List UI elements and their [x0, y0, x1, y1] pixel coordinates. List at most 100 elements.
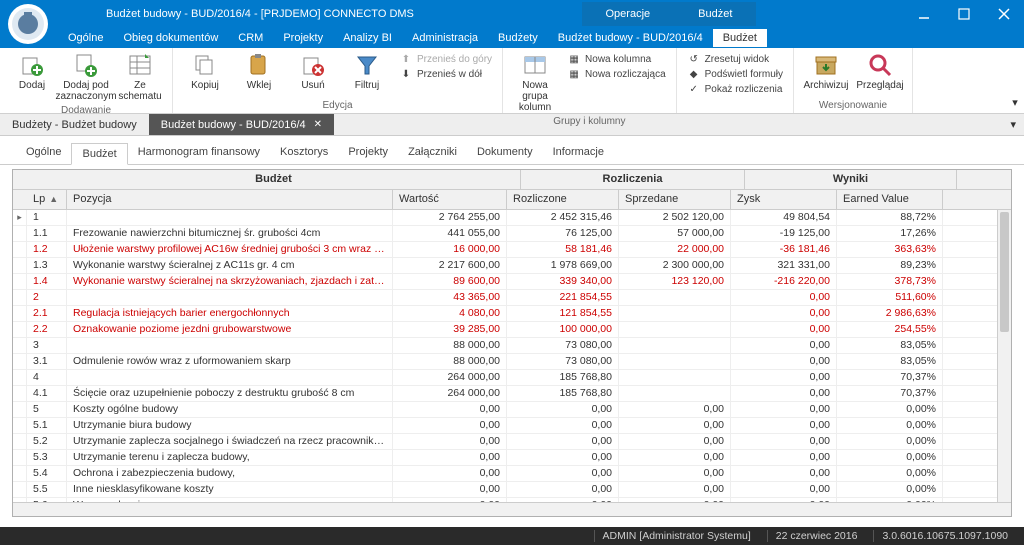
cell-sprz: 0,00 [619, 466, 731, 481]
browse-icon [867, 52, 893, 78]
column-header-ev[interactable]: Earned Value [837, 190, 943, 209]
cell-sprz [619, 354, 731, 369]
table-row[interactable]: 388 000,0073 080,000,0083,05% [13, 338, 997, 354]
menu-item-2[interactable]: CRM [228, 29, 273, 47]
cell-ev: 17,26% [837, 226, 943, 241]
ribbon-move-up-button[interactable]: ⬆Przenieś do góry [399, 52, 492, 66]
cell-lp: 4.1 [27, 386, 67, 401]
status-version: 3.0.6016.10675.1097.1090 [873, 530, 1016, 542]
inner-tab-3[interactable]: Kosztorys [270, 142, 338, 164]
ribbon-add-button[interactable]: Dodaj [6, 50, 58, 93]
cell-poz [67, 338, 393, 353]
ribbon-new-column-button[interactable]: ▦Nowa kolumna [567, 52, 666, 66]
ribbon-paste-button[interactable]: Wklej [233, 50, 285, 93]
menu-bar: OgólneObieg dokumentówCRMProjektyAnalizy… [0, 28, 1024, 48]
menu-item-6[interactable]: Budżety [488, 29, 548, 47]
table-row[interactable]: 2.2Oznakowanie poziome jezdni grubowarst… [13, 322, 997, 338]
inner-tab-1[interactable]: Budżet [71, 143, 127, 165]
ribbon-move-down-button[interactable]: ⬇Przenieś w dół [399, 67, 492, 81]
table-row[interactable]: 1.2Ułożenie warstwy profilowej AC16w śre… [13, 242, 997, 258]
cell-zysk: 0,00 [731, 434, 837, 449]
doc-tab-1[interactable]: Budżet budowy - BUD/2016/4✕ [149, 114, 334, 135]
window-close-button[interactable] [984, 0, 1024, 28]
table-row[interactable]: ▸12 764 255,002 452 315,462 502 120,0049… [13, 210, 997, 226]
column-header-poz[interactable]: Pozycja [67, 190, 393, 209]
menu-item-1[interactable]: Obieg dokumentów [113, 29, 228, 47]
doc-tab-0[interactable]: Budżety - Budżet budowy [0, 114, 149, 135]
ribbon-collapse-button[interactable]: ▾ [1006, 48, 1024, 113]
ribbon-group-label: Edycja [323, 99, 353, 111]
window-maximize-button[interactable] [944, 0, 984, 28]
table-row[interactable]: 2.1Regulacja istniejących barier energoc… [13, 306, 997, 322]
table-row[interactable]: 243 365,00221 854,550,00511,60% [13, 290, 997, 306]
ops-tab-1[interactable]: Budżet [674, 2, 756, 26]
inner-tab-2[interactable]: Harmonogram finansowy [128, 142, 270, 164]
ops-tab-0[interactable]: Operacje [582, 2, 675, 26]
ribbon-reset-view-button[interactable]: ↺Zresetuj widok [687, 52, 783, 66]
row-indicator [13, 338, 27, 353]
table-row[interactable]: 5.5Inne niesklasyfikowane koszty0,000,00… [13, 482, 997, 498]
vertical-scrollbar[interactable] [997, 210, 1011, 502]
cell-poz: Utrzymanie zaplecza socjalnego i świadcz… [67, 434, 393, 449]
cell-ev: 0,00% [837, 466, 943, 481]
column-header-rozl[interactable]: Rozliczone [507, 190, 619, 209]
ribbon-browse-button[interactable]: Przeglądaj [854, 50, 906, 93]
ribbon-filter-button[interactable]: Filtruj [341, 50, 393, 93]
table-row[interactable]: 5.2Utrzymanie zaplecza socjalnego i świa… [13, 434, 997, 450]
band-header[interactable]: Wyniki [745, 170, 957, 189]
ribbon-show-settlements-button[interactable]: ✓Pokaż rozliczenia [687, 82, 783, 96]
inner-tab-4[interactable]: Projekty [338, 142, 398, 164]
column-header-sprz[interactable]: Sprzedane [619, 190, 731, 209]
table-row[interactable]: 4264 000,00185 768,800,0070,37% [13, 370, 997, 386]
cell-zysk: 0,00 [731, 290, 837, 305]
inner-tab-6[interactable]: Dokumenty [467, 142, 543, 164]
ribbon-from-schema-button[interactable]: Ze schematu [114, 50, 166, 104]
column-header-zysk[interactable]: Zysk [731, 190, 837, 209]
close-icon[interactable]: ✕ [314, 119, 322, 130]
menu-item-7[interactable]: Budżet budowy - BUD/2016/4 [548, 29, 713, 47]
ribbon-new-group-button[interactable]: Nowa grupa kolumn [509, 50, 561, 115]
band-header[interactable]: Rozliczenia [521, 170, 745, 189]
cell-lp: 5.3 [27, 450, 67, 465]
cell-lp: 4 [27, 370, 67, 385]
row-indicator [13, 242, 27, 257]
cell-rozl: 100 000,00 [507, 322, 619, 337]
cell-zysk: 0,00 [731, 482, 837, 497]
table-row[interactable]: 5.3Utrzymanie terenu i zaplecza budowy,0… [13, 450, 997, 466]
menu-item-0[interactable]: Ogólne [58, 29, 113, 47]
column-header-lp[interactable]: Lp▲ [27, 190, 67, 209]
doc-tabs-dropdown[interactable]: ▾ [1002, 114, 1024, 135]
ribbon-add-under-button[interactable]: Dodaj pod zaznaczonym [60, 50, 112, 104]
cell-lp: 5.1 [27, 418, 67, 433]
ribbon-copy-button[interactable]: Kopiuj [179, 50, 231, 93]
cell-wart: 0,00 [393, 466, 507, 481]
band-header[interactable]: Budżet [27, 170, 521, 189]
table-row[interactable]: 5.1Utrzymanie biura budowy0,000,000,000,… [13, 418, 997, 434]
table-row[interactable]: 1.1Frezowanie nawierzchni bitumicznej śr… [13, 226, 997, 242]
table-row[interactable]: 3.1Odmulenie rowów wraz z uformowaniem s… [13, 354, 997, 370]
reset-view-icon: ↺ [687, 52, 701, 66]
menu-item-5[interactable]: Administracja [402, 29, 488, 47]
horizontal-scrollbar[interactable] [13, 502, 1011, 516]
ribbon-archive-button[interactable]: Archiwizuj [800, 50, 852, 93]
table-row[interactable]: 5.4Ochrona i zabezpieczenia budowy,0,000… [13, 466, 997, 482]
ribbon-new-settlement-button[interactable]: ▦Nowa rozliczająca [567, 67, 666, 81]
ribbon-delete-button[interactable]: Usuń [287, 50, 339, 93]
window-ops-tabs: OperacjeBudżet [582, 2, 757, 26]
table-row[interactable]: 1.3Wykonanie warstwy ścieralnej z AC11s … [13, 258, 997, 274]
menu-item-3[interactable]: Projekty [273, 29, 333, 47]
inner-tab-0[interactable]: Ogólne [16, 142, 71, 164]
cell-zysk: 0,00 [731, 306, 837, 321]
inner-tab-7[interactable]: Informacje [543, 142, 614, 164]
column-header-wart[interactable]: Wartość [393, 190, 507, 209]
table-row[interactable]: 1.4Wykonanie warstwy ścieralnej na skrzy… [13, 274, 997, 290]
ribbon-highlight-formulas-button[interactable]: ◆Podświetl formuły [687, 67, 783, 81]
menu-item-8[interactable]: Budżet [713, 29, 767, 47]
table-row[interactable]: 4.1Ścięcie oraz uzupełnienie poboczy z d… [13, 386, 997, 402]
row-indicator [13, 450, 27, 465]
menu-item-4[interactable]: Analizy BI [333, 29, 402, 47]
table-row[interactable]: 5Koszty ogólne budowy0,000,000,000,000,0… [13, 402, 997, 418]
window-minimize-button[interactable] [904, 0, 944, 28]
inner-tab-5[interactable]: Załączniki [398, 142, 467, 164]
move-down-icon: ⬇ [399, 67, 413, 81]
